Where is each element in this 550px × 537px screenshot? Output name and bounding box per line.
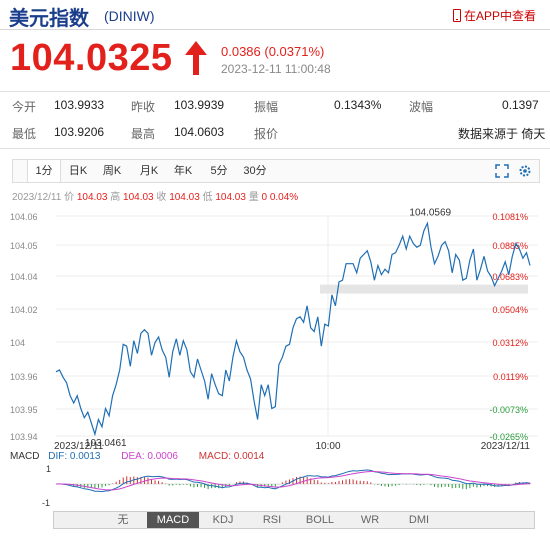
price-line: [55, 221, 531, 437]
stat-amplitude-value: 0.1343%: [334, 98, 382, 112]
stat-open: 今开 103.9933: [12, 98, 104, 115]
right-axis-tick: 0.0504%: [492, 305, 528, 315]
stat-high: 最高 104.0603: [131, 125, 224, 142]
indicator-tab-kdj[interactable]: KDJ: [212, 514, 234, 526]
infobar-date: 2023/12/11: [12, 192, 62, 203]
ohlc-infobar: 2023/12/11 价 104.03 高 104.03 收 104.03 低 …: [12, 188, 298, 203]
stat-low-label: 最低: [12, 127, 37, 141]
data-source: 数据来源于 倚天: [458, 125, 545, 142]
tab-monthly[interactable]: 月K: [139, 165, 159, 177]
macd-value: MACD: 0.0014: [198, 451, 265, 462]
macd-dea: DEA: 0.0006: [121, 451, 178, 462]
stat-range: 波幅 0.1397: [409, 98, 539, 115]
infobar-now-label: 价: [64, 192, 75, 203]
symbol-code: (DINIW): [104, 8, 155, 24]
right-axis-tick: 0.0312%: [492, 338, 528, 348]
fullscreen-icon[interactable]: [495, 164, 509, 178]
indicator-tab-none[interactable]: 无: [117, 514, 129, 526]
stat-low-value: 103.9206: [54, 125, 105, 139]
indicator-tabs: 无 MACD KDJ RSI BOLL WR DMI: [53, 511, 535, 529]
tab-5min[interactable]: 5分: [210, 165, 228, 177]
x-axis-label: 2023/12/11: [481, 441, 531, 450]
open-in-app-link[interactable]: 在APP中查看: [452, 7, 536, 24]
stat-high-value: 104.0603: [174, 125, 225, 139]
left-axis-tick: 104.04: [10, 272, 38, 282]
open-in-app-label: 在APP中查看: [463, 9, 536, 23]
period-tabs: 1分 日K 周K 月K 年K 5分 30分: [12, 159, 540, 183]
stat-range-value: 0.1397: [502, 98, 539, 112]
x-axis-label: 10:00: [315, 441, 340, 450]
stat-open-label: 今开: [12, 100, 37, 114]
tab-daily[interactable]: 日K: [68, 165, 88, 177]
page-title: 美元指数: [9, 8, 89, 30]
indicator-tab-boll[interactable]: BOLL: [305, 514, 335, 526]
intraday-price-chart[interactable]: 104.06 0.1081% 104.05 0.0885% 104.04 0.0683% 1…: [0, 200, 550, 450]
right-axis-tick: 0.1081%: [492, 212, 528, 222]
macd-axis-top: 1: [46, 464, 51, 474]
macd-label: MACD: [10, 451, 40, 462]
right-axis-tick: 0.0119%: [493, 372, 528, 382]
right-axis-tick: 0.0885%: [492, 241, 528, 251]
stat-amplitude-label: 振幅: [254, 100, 279, 114]
stat-prev-close: 昨收 103.9939: [131, 98, 224, 115]
indicator-tab-wr[interactable]: WR: [360, 514, 380, 526]
indicator-tab-rsi[interactable]: RSI: [262, 514, 282, 526]
left-axis-tick: 104.06: [10, 212, 38, 222]
arrow-up-icon: [185, 41, 207, 75]
tab-weekly[interactable]: 周K: [102, 165, 122, 177]
stat-low: 最低 103.9206: [12, 125, 104, 142]
gear-icon[interactable]: [518, 164, 532, 178]
infobar-close-label: 收: [156, 192, 167, 203]
infobar-now-value: 104.03: [76, 192, 108, 203]
macd-axis-bottom: -1: [42, 498, 50, 508]
right-axis-tick: -0.0265%: [489, 432, 528, 442]
right-axis-tick: 0.0683%: [492, 272, 528, 282]
quote-timestamp: 2023-12-11 11:00:48: [221, 62, 331, 76]
tab-30min[interactable]: 30分: [243, 165, 267, 177]
tab-yearly[interactable]: 年K: [173, 165, 193, 177]
infobar-low-label: 低: [202, 192, 213, 203]
stat-high-label: 最高: [131, 127, 156, 141]
stat-amplitude: 振幅 0.1343%: [254, 98, 381, 115]
header: 美元指数 (DINIW) 在APP中查看: [0, 0, 550, 30]
macd-chart[interactable]: 1 -1: [0, 462, 550, 510]
indicator-tab-dmi[interactable]: DMI: [408, 514, 430, 526]
dea-line: [56, 471, 531, 491]
prev-close-band: [320, 284, 528, 294]
left-axis-tick: 103.96: [10, 372, 38, 382]
stat-quote-label: 报价: [254, 127, 279, 141]
min-price-label: 103.0461: [85, 438, 127, 449]
infobar-close-value: 104.03: [169, 192, 200, 203]
tab-1min[interactable]: 1分: [27, 160, 61, 182]
max-price-label: 104.0569: [409, 207, 451, 218]
macd-legend: MACD DIF: 0.0013 DEA: 0.0006 MACD: 0.001…: [10, 451, 264, 462]
stat-quote: 报价: [254, 125, 278, 142]
left-axis-tick: 104.02: [10, 305, 38, 315]
left-axis-tick: 103.94: [10, 432, 38, 442]
price-change: 0.0386 (0.0371%): [221, 44, 325, 59]
infobar-high-label: 高: [110, 192, 121, 203]
infobar-vol-label: 量: [248, 192, 259, 203]
infobar-low-value: 104.03: [215, 192, 246, 203]
right-axis-tick: -0.0073%: [489, 405, 528, 415]
infobar-vol-value: 0 0.04%: [261, 192, 299, 203]
infobar-high-value: 104.03: [123, 192, 154, 203]
dif-line: [55, 469, 531, 493]
stat-open-value: 103.9933: [54, 98, 105, 112]
stats-panel: 今开 103.9933 昨收 103.9939 振幅 0.1343% 波幅 0.…: [0, 91, 550, 149]
current-price: 104.0325: [10, 37, 173, 79]
stat-prev-close-value: 103.9939: [174, 98, 225, 112]
x-axis-label: 2023/12/11: [54, 441, 104, 450]
data-source-text: 数据来源于 倚天: [458, 127, 546, 141]
macd-dif: DIF: 0.0013: [48, 451, 101, 462]
phone-icon: [452, 9, 461, 22]
left-axis-tick: 104.05: [10, 241, 38, 251]
stat-prev-close-label: 昨收: [131, 100, 156, 114]
indicator-tab-macd[interactable]: MACD: [147, 512, 199, 528]
left-axis-tick: 103.95: [10, 405, 38, 415]
left-axis-tick: 104: [10, 338, 25, 348]
stat-range-label: 波幅: [409, 100, 434, 114]
